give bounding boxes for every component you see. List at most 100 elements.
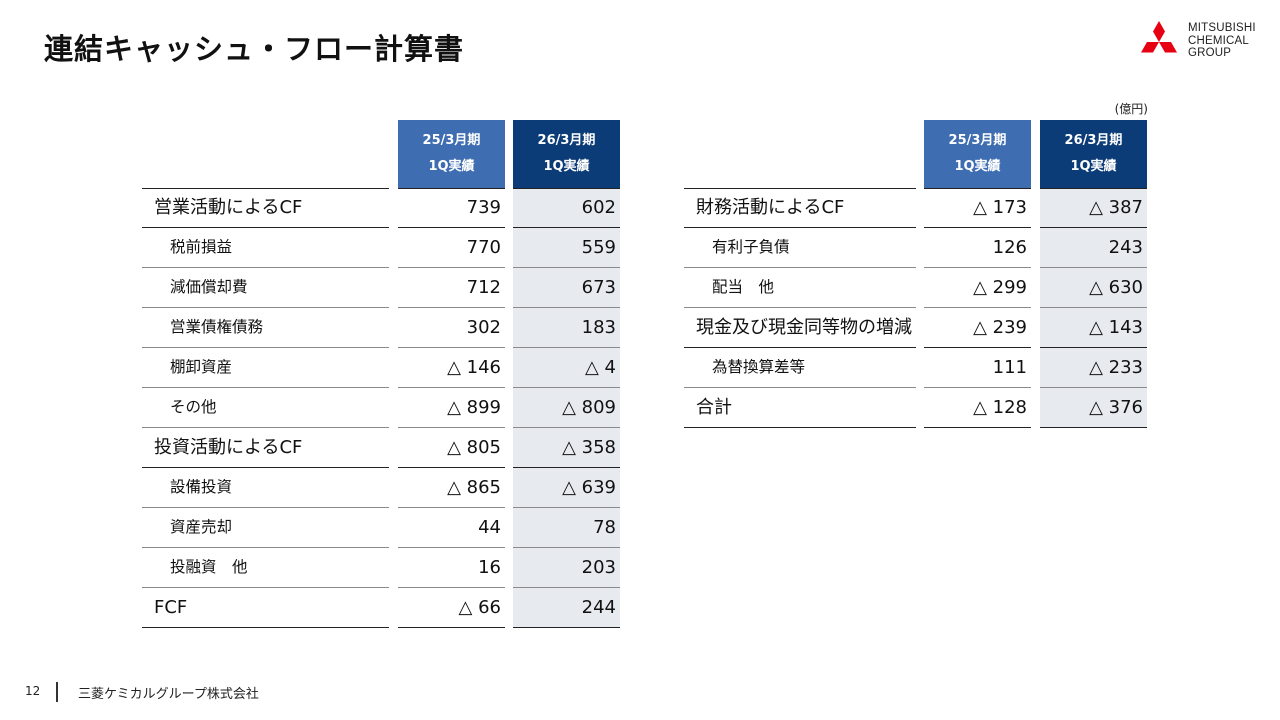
table-row-rule bbox=[398, 428, 505, 468]
table-row-rule bbox=[513, 428, 620, 468]
table-row-rule bbox=[142, 188, 389, 228]
value-prev-year: 126 bbox=[992, 237, 1027, 258]
table-row-rule bbox=[142, 388, 389, 428]
value-current-year: △ 387 bbox=[1089, 197, 1143, 218]
table-row-rule bbox=[398, 268, 505, 308]
row-label: 合計 bbox=[696, 397, 732, 418]
value-current-year: △ 358 bbox=[562, 437, 616, 458]
value-current-year: △ 630 bbox=[1089, 277, 1143, 298]
logo-line-2: CHEMICAL bbox=[1188, 34, 1250, 47]
table-row-rule bbox=[142, 588, 389, 628]
page-title: 連結キャッシュ・フロー計算書 bbox=[44, 32, 465, 66]
right-header-curr-line1: 26/3月期 bbox=[1064, 133, 1123, 148]
table-row-rule bbox=[513, 588, 620, 628]
table-row-rule bbox=[684, 188, 916, 228]
value-current-year: △ 639 bbox=[562, 477, 616, 498]
table-row-rule bbox=[513, 388, 620, 428]
value-prev-year: 111 bbox=[992, 357, 1027, 378]
right-header-prev: 25/3月期 1Q実績 bbox=[924, 120, 1031, 188]
table-row-rule bbox=[398, 388, 505, 428]
table-row-rule bbox=[142, 508, 389, 548]
value-current-year: △ 376 bbox=[1089, 397, 1143, 418]
row-label: 現金及び現金同等物の増減 bbox=[696, 317, 912, 338]
table-row-rule bbox=[924, 268, 1031, 308]
footer-divider bbox=[56, 682, 58, 702]
table-row-rule bbox=[398, 508, 505, 548]
value-prev-year: 770 bbox=[466, 237, 501, 258]
table-row-rule bbox=[398, 548, 505, 588]
table-row-rule bbox=[398, 308, 505, 348]
value-prev-year: 712 bbox=[466, 277, 501, 298]
three-diamonds-icon bbox=[1141, 21, 1177, 53]
value-current-year: 602 bbox=[581, 197, 616, 218]
left-header-curr-line2: 1Q実績 bbox=[543, 159, 590, 174]
row-label: 資産売却 bbox=[170, 518, 233, 536]
value-current-year: △ 143 bbox=[1089, 317, 1143, 338]
value-current-year: 78 bbox=[593, 517, 616, 538]
value-current-year: 244 bbox=[581, 597, 616, 618]
value-prev-year: △ 146 bbox=[447, 357, 501, 378]
table-row-rule bbox=[513, 308, 620, 348]
row-label: 設備投資 bbox=[170, 478, 233, 496]
table-row-rule bbox=[513, 268, 620, 308]
right-header-prev-line2: 1Q実績 bbox=[954, 159, 1001, 174]
page-number: 12 bbox=[25, 684, 41, 698]
logo-wordmark: MITSUBISHI CHEMICAL GROUP bbox=[1188, 22, 1256, 60]
table-row-rule bbox=[1040, 308, 1147, 348]
table-row-rule bbox=[924, 388, 1031, 428]
value-current-year: △ 809 bbox=[562, 397, 616, 418]
value-current-year: 559 bbox=[581, 237, 616, 258]
left-header-prev-line2: 1Q実績 bbox=[428, 159, 475, 174]
table-row-rule bbox=[1040, 268, 1147, 308]
table-row-rule bbox=[513, 508, 620, 548]
table-row-rule bbox=[1040, 228, 1147, 268]
table-row-rule bbox=[924, 348, 1031, 388]
right-header-curr: 26/3月期 1Q実績 bbox=[1040, 120, 1147, 188]
value-prev-year: △ 239 bbox=[973, 317, 1027, 338]
right-header-curr-line2: 1Q実績 bbox=[1070, 159, 1117, 174]
left-header-curr: 26/3月期 1Q実績 bbox=[513, 120, 620, 188]
value-prev-year: △ 173 bbox=[973, 197, 1027, 218]
row-label: 投融資 他 bbox=[170, 558, 248, 576]
value-prev-year: △ 299 bbox=[973, 277, 1027, 298]
row-label: 営業活動によるCF bbox=[154, 197, 303, 218]
logo-line-3: GROUP bbox=[1188, 47, 1232, 59]
table-row-rule bbox=[924, 228, 1031, 268]
table-row-rule bbox=[684, 308, 916, 348]
row-label: 減価償却費 bbox=[170, 278, 248, 296]
table-row-rule bbox=[684, 388, 916, 428]
value-prev-year: 44 bbox=[478, 517, 501, 538]
left-header-prev: 25/3月期 1Q実績 bbox=[398, 120, 505, 188]
value-prev-year: △ 128 bbox=[973, 397, 1027, 418]
right-current-column-shade bbox=[1040, 188, 1147, 428]
table-row-rule bbox=[684, 268, 916, 308]
value-current-year: 203 bbox=[581, 557, 616, 578]
value-current-year: 243 bbox=[1108, 237, 1143, 258]
value-prev-year: △ 66 bbox=[458, 597, 501, 618]
row-label: 財務活動によるCF bbox=[696, 197, 845, 218]
table-row-rule bbox=[1040, 388, 1147, 428]
value-current-year: 183 bbox=[581, 317, 616, 338]
table-row-rule bbox=[398, 228, 505, 268]
table-row-rule bbox=[398, 588, 505, 628]
table-row-rule bbox=[398, 348, 505, 388]
row-label: FCF bbox=[154, 597, 188, 618]
table-row-rule bbox=[142, 468, 389, 508]
table-row-rule bbox=[1040, 348, 1147, 388]
value-prev-year: 302 bbox=[466, 317, 501, 338]
table-row-rule bbox=[513, 348, 620, 388]
left-header-prev-line1: 25/3月期 bbox=[422, 133, 481, 148]
table-row-rule bbox=[924, 308, 1031, 348]
table-row-rule bbox=[513, 548, 620, 588]
table-row-rule bbox=[398, 468, 505, 508]
table-row-rule bbox=[142, 348, 389, 388]
table-row-rule bbox=[513, 228, 620, 268]
row-label: 営業債権債務 bbox=[170, 318, 264, 336]
row-label: 配当 他 bbox=[712, 278, 775, 296]
value-current-year: 673 bbox=[581, 277, 616, 298]
right-header-prev-line1: 25/3月期 bbox=[948, 133, 1007, 148]
table-row-rule bbox=[924, 188, 1031, 228]
value-prev-year: △ 865 bbox=[447, 477, 501, 498]
table-row-rule bbox=[142, 268, 389, 308]
value-prev-year: △ 899 bbox=[447, 397, 501, 418]
